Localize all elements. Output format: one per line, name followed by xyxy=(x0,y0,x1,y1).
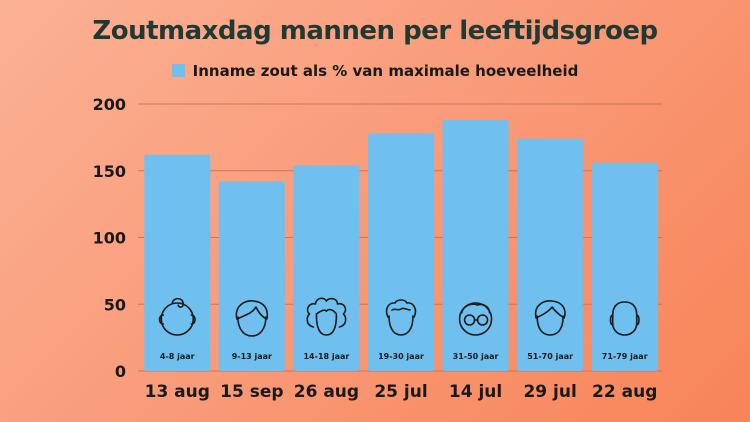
x-tick-label: 25 jul xyxy=(374,382,427,402)
bar-age-label: 51-70 jaar xyxy=(527,352,573,361)
legend-label: Inname zout als % van maximale hoeveelhe… xyxy=(192,62,579,80)
y-tick-label: 0 xyxy=(115,362,126,381)
legend: Inname zout als % van maximale hoeveelhe… xyxy=(0,62,750,80)
bar-13-aug xyxy=(144,154,211,371)
bar-age-label: 4-8 jaar xyxy=(160,352,195,361)
child-face-icon xyxy=(235,300,269,337)
chart-title: Zoutmaxdag mannen per leeftijdsgroep xyxy=(92,16,658,46)
y-tick-label: 50 xyxy=(104,295,126,314)
baby-face-icon xyxy=(158,297,196,336)
bar-age-label: 14-18 jaar xyxy=(303,352,349,361)
y-tick-label: 150 xyxy=(93,162,126,181)
combed-hair-face-icon xyxy=(534,300,566,336)
bar-15-sep xyxy=(218,181,285,371)
bar-age-label: 71-79 jaar xyxy=(602,352,648,361)
x-tick-label: 26 aug xyxy=(294,382,359,402)
bar-14-jul xyxy=(442,120,509,372)
legend-swatch xyxy=(171,64,185,77)
x-tick-label: 29 jul xyxy=(523,382,576,402)
glasses-face-icon xyxy=(458,302,493,336)
bar-29-jul xyxy=(517,138,584,371)
x-tick-label: 15 sep xyxy=(220,382,283,402)
bar-26-aug xyxy=(293,165,360,371)
x-tick-label: 14 jul xyxy=(449,382,502,402)
wavy-hair-face-icon xyxy=(385,299,417,336)
y-tick-label: 200 xyxy=(93,95,126,114)
bar-22-aug xyxy=(591,162,658,371)
bar-age-label: 31-50 jaar xyxy=(453,352,499,361)
bald-face-icon xyxy=(609,301,640,336)
x-tick-label: 13 aug xyxy=(145,382,210,402)
bar-25-jul xyxy=(368,133,434,371)
x-tick-label: 22 aug xyxy=(592,382,657,402)
bar-age-label: 19-30 jaar xyxy=(378,352,424,361)
curly-hair-face-icon xyxy=(306,297,347,336)
y-tick-label: 100 xyxy=(93,229,126,248)
bar-age-label: 9-13 jaar xyxy=(232,352,272,361)
